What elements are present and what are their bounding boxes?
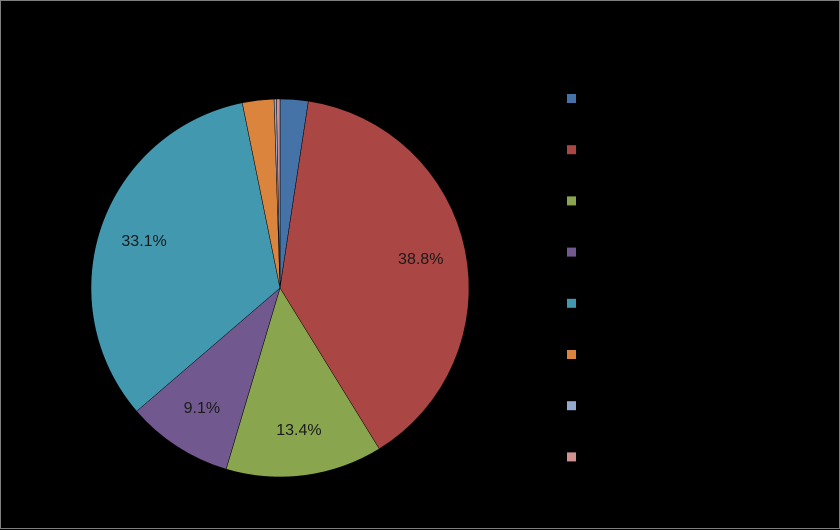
pie-slice-5 [90, 102, 281, 412]
legend-marker-6 [567, 350, 576, 359]
legend-marker-1 [567, 94, 576, 103]
data-label-4: 9.1% [184, 400, 220, 417]
pie-slices [90, 98, 470, 478]
legend-marker-4 [567, 247, 576, 257]
legend-marker-5 [567, 298, 576, 308]
data-label-5: 33.1% [121, 233, 166, 250]
data-label-2: 38.8% [398, 251, 443, 268]
pie-data-labels: 38.8% 13.4% 9.1% 33.1% [121, 233, 443, 439]
pie-slice-3 [225, 287, 380, 478]
legend [567, 94, 576, 462]
legend-marker-3 [567, 196, 576, 206]
legend-marker-7 [567, 401, 576, 411]
pie-slice-4 [136, 287, 281, 470]
data-label-3: 13.4% [276, 422, 321, 439]
pie-slice-2 [279, 100, 470, 450]
legend-marker-2 [567, 145, 576, 155]
pie-slice-8 [276, 98, 281, 289]
legend-marker-8 [567, 452, 576, 462]
